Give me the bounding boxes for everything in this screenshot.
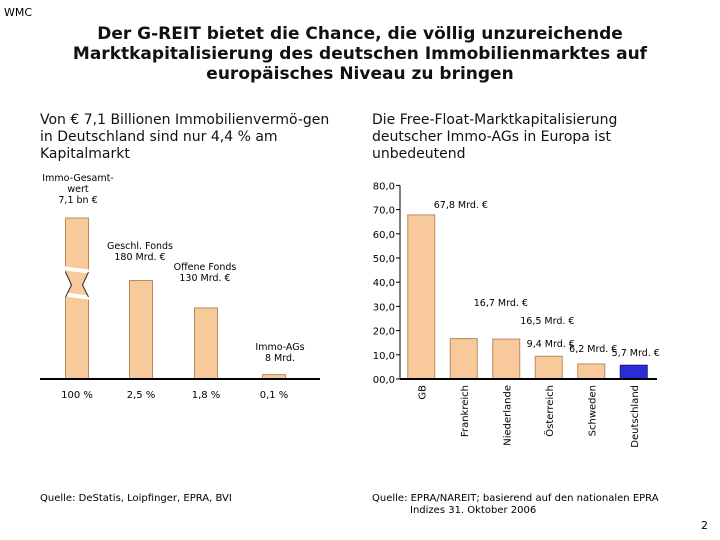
bar-annotation-2: 130 Mrd. € — [179, 273, 230, 284]
title-line-1: Der G-REIT bietet die Chance, die völlig… — [97, 24, 623, 44]
category-label-0: GB — [417, 385, 428, 400]
y-tick-label: 70,0 — [373, 206, 395, 217]
y-tick-label: 30,0 — [373, 302, 395, 313]
value-label-4: 6,2 Mrd. € — [569, 344, 617, 355]
bar-annotation-0: Immo-Gesamt- — [42, 173, 113, 184]
property-value-chart: 100 % 2,5 % 1,8 % 0,1 % Immo-Gesamt-wert7,1 … — [40, 173, 320, 401]
category-label-5: Deutschland — [630, 385, 641, 448]
category-label-0: 100 % — [61, 390, 93, 401]
bar-annotation-1: Geschl. Fonds — [107, 241, 173, 252]
category-label-4: Schweden — [587, 385, 598, 436]
y-tick-label: 00,0 — [373, 375, 395, 386]
free-float-chart: 00,0 10,0 20,0 30,0 40,0 50,0 60,0 70,0 80,0 67,8… — [373, 181, 660, 448]
right-source-line-1: Quelle: EPRA/NAREIT; basierend auf den n… — [372, 493, 659, 504]
bar-frankreich — [449, 338, 478, 380]
category-label-3: Österreich — [543, 385, 556, 437]
left-source: Quelle: DeStatis, Loipfinger, EPRA, BVI — [40, 493, 232, 504]
category-label-1: 2,5 % — [127, 390, 156, 401]
left-intro-text: Von € 7,1 Billionen Immobilienvermö-gen … — [40, 112, 330, 162]
y-tick-label: 40,0 — [373, 278, 395, 289]
value-label-1: 16,7 Mrd. € — [474, 298, 528, 309]
bar-1 — [129, 280, 153, 380]
bar-2 — [194, 307, 218, 380]
y-tick-label: 10,0 — [373, 351, 395, 362]
axis-break-zigzag — [65, 271, 89, 298]
value-label-5: 5,7 Mrd. € — [612, 348, 660, 359]
page-number: 2 — [701, 519, 708, 532]
bar-niederlande — [492, 338, 521, 380]
y-tick-label: 20,0 — [373, 327, 395, 338]
bar-annotation-0: 7,1 bn € — [58, 195, 97, 206]
category-label-2: Niederlande — [502, 385, 513, 446]
title-line-2: Marktkapitalisierung des deutschen Immob… — [72, 44, 648, 64]
bar-annotation-3: 8 Mrd. — [265, 353, 295, 364]
bar-annotation-3: Immo-AGs — [255, 342, 304, 353]
category-label-3: 0,1 % — [260, 390, 289, 401]
right-intro-text: Die Free-Float-Marktkapitalisierung deut… — [372, 112, 618, 162]
y-tick-label: 50,0 — [373, 254, 395, 265]
bar-gb — [407, 214, 436, 380]
y-tick-label: 60,0 — [373, 230, 395, 241]
right-source-line-2: Indizes 31. Oktober 2006 — [410, 505, 537, 516]
value-label-2: 16,5 Mrd. € — [520, 316, 574, 327]
title-line-3: europäisches Niveau zu bringen — [206, 64, 514, 84]
bar-schweden — [577, 363, 606, 380]
brand-label: WMC — [4, 6, 33, 19]
right-source: Quelle: EPRA/NAREIT; basierend auf den n… — [372, 493, 659, 517]
category-label-1: Frankreich — [460, 385, 471, 437]
page-title: Der G-REIT bietet die Chance, die völlig… — [20, 24, 700, 84]
bar-annotation-2: Offene Fonds — [174, 262, 237, 273]
category-label-2: 1,8 % — [192, 390, 221, 401]
y-tick-label: 80,0 — [373, 181, 395, 192]
value-label-0: 67,8 Mrd. € — [434, 200, 488, 211]
bar-deutschland — [619, 364, 648, 380]
bar-annotation-0: wert — [67, 184, 89, 195]
value-label-3: 9,4 Mrd. € — [527, 339, 575, 350]
bar-österreich — [534, 355, 563, 380]
bar-annotation-1: 180 Mrd. € — [114, 252, 165, 263]
